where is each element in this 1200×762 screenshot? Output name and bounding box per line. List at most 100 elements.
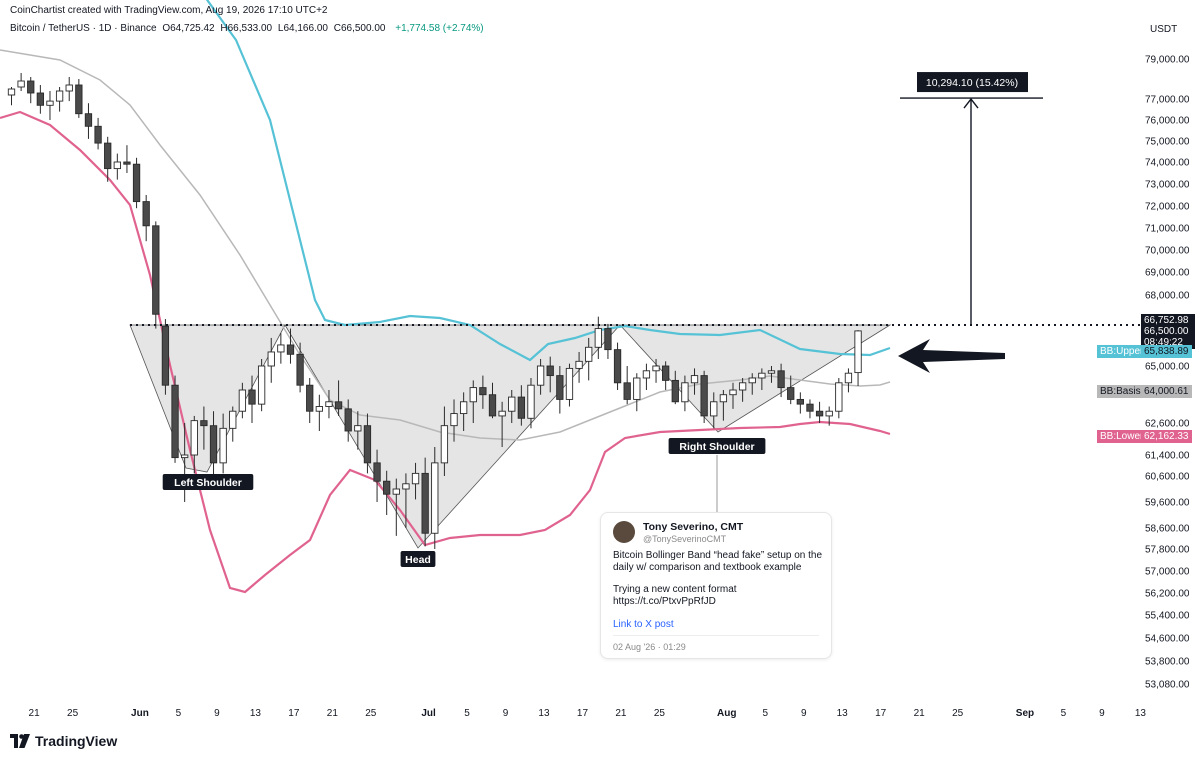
candle-body <box>671 379 679 403</box>
right-shoulder-label-box <box>668 438 766 454</box>
price-axis: 79,000.00 77,000.00 76,000.00 75,000.00 74,0… <box>1145 55 1190 691</box>
candle-body <box>248 389 256 405</box>
candle-body <box>527 384 535 419</box>
price-tick-label: 68,000.00 <box>1145 291 1190 302</box>
measure-arrowhead <box>963 97 979 109</box>
post-link[interactable]: Link to X post <box>613 619 674 630</box>
symbol-legend: Bitcoin / TetherUS · 1D · Binance O64,72… <box>10 23 487 34</box>
candle-body <box>421 472 429 534</box>
time-tick-label: 17 <box>288 708 300 719</box>
price-tick-label: 62,600.00 <box>1145 419 1190 430</box>
time-tick-label: Jul <box>421 708 436 719</box>
price-tick-label: 61,400.00 <box>1145 451 1190 462</box>
price-tick-label: 57,000.00 <box>1145 567 1190 578</box>
candle-body <box>844 372 853 384</box>
open-value: O64,725.42 <box>162 23 215 34</box>
price-tick-label: 73,000.00 <box>1145 180 1190 191</box>
post-author-name: Tony Severino, CMT <box>643 521 744 533</box>
measure-label-box <box>917 72 1028 93</box>
time-tick-label: 21 <box>615 708 627 719</box>
candle-body <box>517 396 526 419</box>
candle-body <box>450 413 458 427</box>
arrow-icon <box>898 339 1005 373</box>
symbol-name[interactable]: Bitcoin / TetherUS · 1D · Binance <box>10 23 157 34</box>
time-tick-label: 13 <box>1135 708 1147 719</box>
candle-body <box>411 472 420 485</box>
time-tick-label: 13 <box>250 708 262 719</box>
price-tick-label: 59,600.00 <box>1145 498 1190 509</box>
time-tick-label: 13 <box>837 708 849 719</box>
price-tick-label: 71,000.00 <box>1145 224 1190 235</box>
inverse-head-and-shoulders-pattern <box>129 324 892 549</box>
candle-body <box>123 161 131 165</box>
candle-body <box>65 84 73 92</box>
post-text: Bitcoin Bollinger Band “head fake” setup… <box>613 550 823 573</box>
candle-body <box>392 488 400 495</box>
candle-body <box>190 420 198 456</box>
time-tick-label: Sep <box>1016 708 1034 719</box>
time-tick-label: 5 <box>1061 708 1067 719</box>
time-tick-label: Aug <box>717 708 736 719</box>
price-tick-label: 58,600.00 <box>1145 524 1190 535</box>
pointer-arrow <box>898 339 1005 373</box>
candle-body <box>787 387 795 400</box>
candle-body <box>546 365 554 377</box>
candle-body <box>719 394 728 403</box>
head-label: Head <box>405 554 431 566</box>
candle-body <box>286 344 295 355</box>
candle-body <box>710 401 718 417</box>
price-tick-label: 60,600.00 <box>1145 472 1190 483</box>
candle-body <box>94 125 102 144</box>
price-tick-label: 74,000.00 <box>1145 158 1190 169</box>
left-shoulder-label-box <box>162 474 254 490</box>
time-tick-label: Jun <box>131 708 149 719</box>
currency-label: USDT <box>1150 24 1178 35</box>
candle-body <box>642 370 651 379</box>
candle-body <box>36 92 45 106</box>
change-value: +1,774.58 (+2.74%) <box>395 23 484 34</box>
candle-body <box>575 360 583 369</box>
bb-lower-line <box>0 110 891 594</box>
tradingview-icon <box>10 734 30 748</box>
price-tick-label: 53,080.00 <box>1145 680 1190 691</box>
candle-body <box>652 365 660 372</box>
last-price-tag: 66,500.00 <box>1144 326 1189 337</box>
candle-body <box>181 454 189 459</box>
candle-body <box>104 142 112 170</box>
candle-body <box>556 375 564 400</box>
candle-body <box>7 88 16 96</box>
candle-body <box>200 420 208 427</box>
candle-body <box>152 225 160 315</box>
candle-body <box>161 325 170 386</box>
price-tick-label: 55,400.00 <box>1145 611 1190 622</box>
time-tick-label: 13 <box>538 708 550 719</box>
post-text-2: Trying a new content format https://t.co… <box>613 584 737 607</box>
post-divider <box>613 635 819 636</box>
price-tick-label: 69,000.00 <box>1145 268 1190 279</box>
candle-body <box>738 382 747 391</box>
candle-body <box>459 401 468 415</box>
candle-body <box>662 365 670 381</box>
candle-body <box>825 410 833 417</box>
neckline-price-tag: 66,752.98 <box>1144 315 1189 326</box>
embedded-post: Tony Severino, CMT @TonySeverinoCMT Bitc… <box>600 512 832 659</box>
time-tick-label: 25 <box>952 708 964 719</box>
time-tick-label: 21 <box>29 708 41 719</box>
candle-body <box>373 462 381 482</box>
candle-body <box>796 398 804 405</box>
bb-basis-line <box>0 49 891 441</box>
tradingview-logo[interactable]: TradingView <box>10 733 117 749</box>
candle-body <box>55 90 64 102</box>
candle-body <box>132 163 141 203</box>
candle-body <box>229 410 237 429</box>
candle-body <box>84 113 93 127</box>
candle-body <box>748 377 756 384</box>
time-tick-label: 5 <box>762 708 768 719</box>
candle-body <box>777 370 785 389</box>
candle-body <box>835 382 843 412</box>
candle-body <box>431 462 439 534</box>
price-tick-label: 54,600.00 <box>1145 634 1190 645</box>
head-label-box <box>400 551 436 567</box>
price-tags: 66,752.98 66,500.00 08:49:22 <box>1141 314 1195 349</box>
